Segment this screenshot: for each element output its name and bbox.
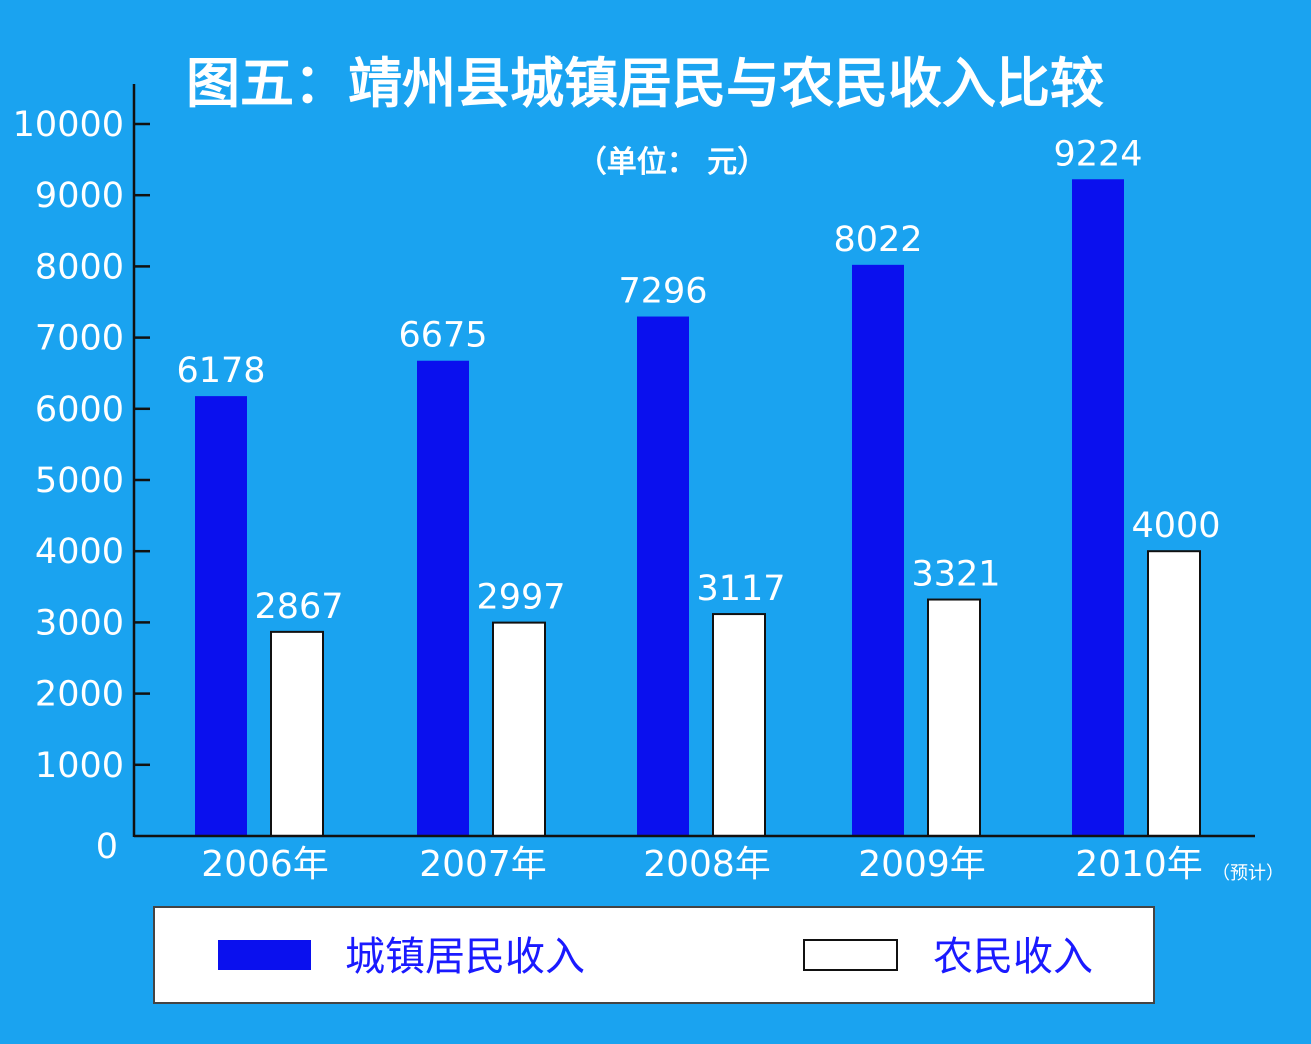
data-label-urban-3: 8022 — [833, 220, 922, 260]
y-tick-label-3000: 3000 — [35, 603, 124, 643]
legend-label-rural: 农民收入 — [933, 934, 1093, 980]
axes-layer — [132, 84, 1255, 838]
legend-box — [153, 906, 1155, 1004]
data-label-rural-3: 3321 — [911, 555, 1000, 595]
bar-urban-1 — [417, 360, 469, 836]
y-tick-label-10000: 10000 — [13, 105, 124, 145]
x-category-note: （预计） — [1212, 863, 1284, 884]
bar-urban-2 — [637, 316, 689, 837]
legend-swatch-urban — [218, 940, 311, 970]
data-label-rural-1: 2997 — [476, 578, 565, 618]
y-tick-labels: 0 1000 2000 3000 4000 5000 6000 7000 8000 9000 100… — [13, 105, 124, 867]
x-category-label-3: 2009年 — [858, 844, 986, 885]
data-label-rural-4: 4000 — [1131, 506, 1220, 546]
y-tick-label-6000: 6000 — [35, 390, 124, 430]
data-label-urban-2: 7296 — [618, 272, 707, 312]
x-tick-labels: 2006年 2007年 2008年 2009年 2010年 （预计） — [201, 844, 1284, 885]
y-tick-label-5000: 5000 — [35, 461, 124, 501]
x-category-label-0: 2006年 — [201, 844, 329, 885]
bar-urban-0 — [195, 396, 247, 836]
bar-rural-2 — [712, 613, 766, 837]
y-tick-label-7000: 7000 — [35, 319, 124, 359]
y-tick-label-4000: 4000 — [35, 532, 124, 572]
x-category-label-1: 2007年 — [419, 844, 547, 885]
y-tick-label-2000: 2000 — [35, 675, 124, 715]
chart-title: 图五：靖州县城镇居民与农民收入比较 — [186, 52, 1104, 115]
legend-swatch-rural — [803, 939, 898, 971]
data-label-rural-0: 2867 — [254, 587, 343, 627]
bars-layer — [195, 179, 1201, 838]
y-tick-label-8000: 8000 — [35, 247, 124, 287]
x-category-label-2: 2008年 — [643, 844, 771, 885]
data-label-urban-4: 9224 — [1053, 134, 1142, 174]
bar-urban-4 — [1072, 179, 1124, 836]
x-category-label-4: 2010年 — [1075, 844, 1203, 885]
y-tick-label-9000: 9000 — [35, 176, 124, 216]
bar-rural-0 — [270, 630, 324, 838]
legend-label-urban: 城镇居民收入 — [345, 934, 585, 980]
legend: 城镇居民收入 农民收入 — [153, 906, 1155, 1004]
data-label-urban-0: 6178 — [176, 351, 265, 391]
y-tick-label-0: 0 — [96, 827, 118, 867]
bar-rural-4 — [1147, 550, 1201, 837]
data-label-rural-2: 3117 — [696, 569, 785, 609]
bar-urban-3 — [852, 264, 904, 836]
y-tick-label-1000: 1000 — [35, 746, 124, 786]
bar-rural-3 — [927, 598, 981, 837]
unit-subtitle: （单位： 元） — [577, 145, 767, 180]
bar-rural-1 — [492, 621, 546, 837]
data-labels-layer: 6178 6675 7296 8022 9224 2867 2997 3117 3321 4000 — [176, 134, 1220, 627]
data-label-urban-1: 6675 — [398, 316, 487, 356]
